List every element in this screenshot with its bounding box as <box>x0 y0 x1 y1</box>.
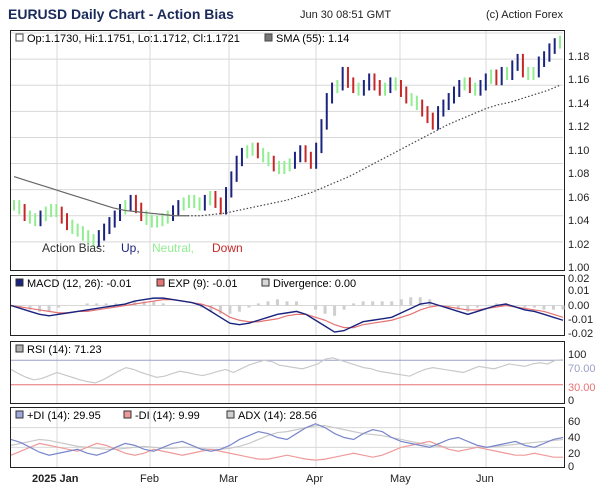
x-label-mar: Mar <box>219 473 238 485</box>
x-label-may: May <box>390 473 411 485</box>
adx-legend-swatch <box>226 410 235 419</box>
minus-di-line <box>10 440 563 461</box>
sma-line <box>13 176 188 217</box>
x-label-feb: Feb <box>140 473 159 485</box>
x-label-apr: Apr <box>306 473 323 485</box>
divergence-legend-swatch <box>261 278 270 287</box>
dmi-tick-60: 60 <box>568 416 580 428</box>
price-tick-6: 1.08 <box>568 168 589 180</box>
x-label-jan: 2025 Jan <box>32 473 79 485</box>
ohlc-legend-swatch <box>15 33 24 42</box>
price-tick-3: 1.14 <box>568 98 589 110</box>
price-tick-5: 1.10 <box>568 145 589 157</box>
sma-legend-label: SMA (55): 1.14 <box>276 33 349 45</box>
chart-copyright: (c) Action Forex <box>486 9 564 21</box>
rsi-line <box>10 357 564 384</box>
action-bias-down: Down <box>212 241 243 255</box>
price-tick-8: 1.04 <box>568 215 589 227</box>
x-label-jun: Jun <box>476 473 494 485</box>
sma-line-dotted <box>187 84 561 217</box>
ohlc-legend-label: Op:1.1730, Hi:1.1751, Lo:1.1712, Cl:1.17… <box>27 33 240 45</box>
rsi-tick-0: 0 <box>568 395 574 407</box>
price-tick-1: 1.18 <box>568 51 589 63</box>
chart-title: EURUSD Daily Chart - Action Bias <box>8 6 234 22</box>
plus-di-line <box>10 423 564 456</box>
price-tick-10: 1.00 <box>568 262 589 274</box>
rsi-tick-100: 100 <box>568 349 586 361</box>
macd-tick-3: 0.00 <box>568 300 589 312</box>
macd-tick-4: -0.01 <box>568 314 593 326</box>
price-tick-4: 1.12 <box>568 121 589 133</box>
sma-legend-swatch <box>264 33 273 42</box>
rsi-level-30: 30.00 <box>568 382 596 394</box>
rsi-legend-swatch <box>15 344 24 353</box>
exp-legend-label: EXP (9): -0.01 <box>168 278 238 290</box>
adx-line <box>10 425 564 450</box>
price-panel-frame <box>10 30 565 271</box>
rsi-level-70: 70.00 <box>568 363 596 375</box>
rsi-panel-frame <box>10 341 565 404</box>
price-tick-2: 1.16 <box>568 74 589 86</box>
macd-tick-2: 0.01 <box>568 285 589 297</box>
divergence-legend-label: Divergence: 0.00 <box>273 278 356 290</box>
adx-legend-label: ADX (14): 28.56 <box>238 410 317 422</box>
exp-legend-swatch <box>156 278 165 287</box>
dmi-tick-0: 0 <box>568 461 574 473</box>
macd-tick-5: -0.02 <box>568 328 593 340</box>
macd-legend-label: MACD (12, 26): -0.01 <box>27 278 132 290</box>
macd-line <box>10 297 564 333</box>
chart-header: EURUSD Daily Chart - Action Bias Jun 30 … <box>0 0 600 30</box>
minus-di-legend-label: -DI (14): 9.99 <box>135 410 200 422</box>
minus-di-legend-swatch <box>123 410 132 419</box>
price-tick-7: 1.06 <box>568 192 589 204</box>
macd-legend-swatch <box>15 278 24 287</box>
price-tick-9: 1.02 <box>568 239 589 251</box>
dmi-tick-20: 20 <box>568 448 580 460</box>
exp-line <box>10 299 564 329</box>
chart-timestamp: Jun 30 08:51 GMT <box>300 9 392 21</box>
action-bias-up: Up, <box>121 241 140 255</box>
plus-di-legend-label: +DI (14): 29.95 <box>27 410 101 422</box>
macd-tick-1: 0.02 <box>568 273 589 285</box>
action-bias-neutral: Neutral, <box>152 241 194 255</box>
dmi-panel-frame <box>10 407 565 468</box>
dmi-tick-40: 40 <box>568 432 580 444</box>
plus-di-legend-swatch <box>15 410 24 419</box>
rsi-legend-label: RSI (14): 71.23 <box>27 344 102 356</box>
action-bias-label: Action Bias: <box>42 241 105 255</box>
